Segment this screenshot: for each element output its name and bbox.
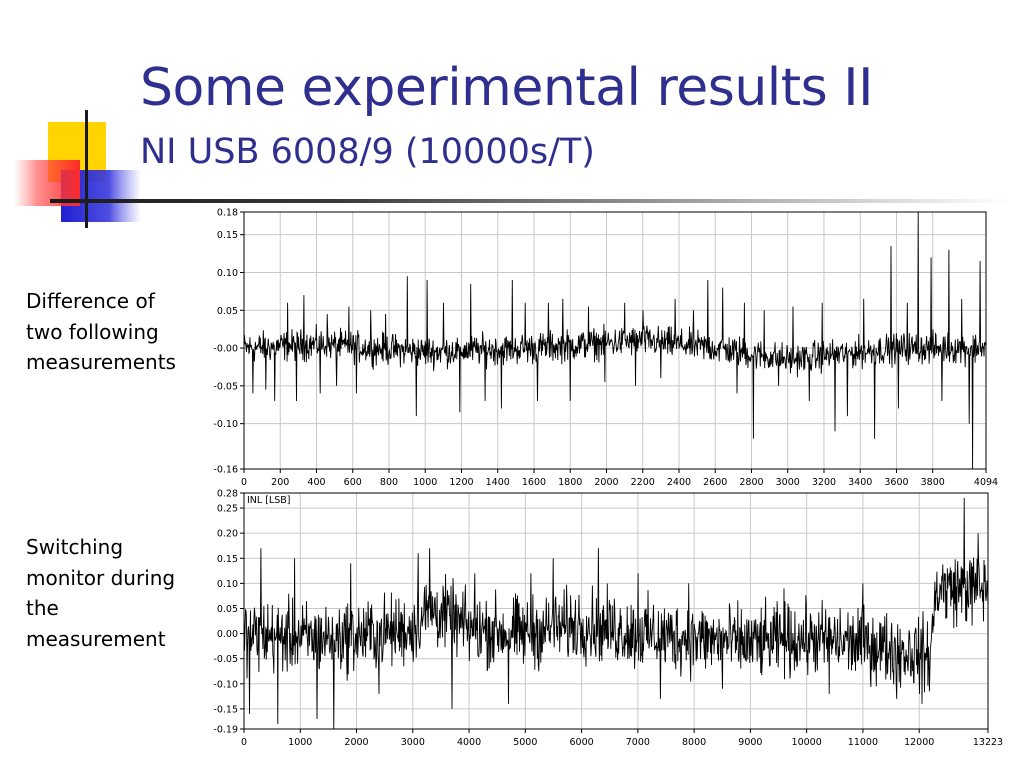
x-tick-label: 2000 (344, 737, 368, 748)
caption-line: two following (26, 319, 159, 344)
y-tick-label: 0.05 (217, 604, 238, 615)
slide-corner-decoration (14, 110, 141, 228)
caption-line: the (26, 596, 59, 620)
x-tick-label: 6000 (569, 737, 593, 748)
y-tick-label: 0.15 (217, 554, 238, 565)
title-underline (50, 199, 1010, 203)
x-tick-label: 3200 (812, 477, 836, 488)
data-trace (243, 497, 989, 730)
chart-annotation: INL [LSB] (247, 495, 290, 506)
y-tick-label: 0.10 (217, 268, 238, 279)
x-tick-label: 8000 (682, 737, 706, 748)
y-tick-label: -0.05 (213, 654, 238, 665)
y-tick-label: -0.00 (213, 344, 238, 355)
caption-line: Switching (26, 535, 124, 559)
deco-vertical-line (85, 110, 88, 228)
y-tick-label: -0.15 (213, 704, 238, 715)
x-tick-label: 2400 (667, 477, 691, 488)
x-tick-label: 3800 (921, 477, 945, 488)
plot-area (244, 493, 988, 729)
y-tick-label: -0.19 (213, 725, 238, 736)
y-tick-label: -0.10 (213, 419, 238, 430)
x-tick-label: 600 (344, 477, 362, 488)
x-tick-label: 3400 (848, 477, 872, 488)
x-tick-label: 12000 (904, 737, 934, 748)
y-tick-label: 0.28 (217, 489, 238, 500)
x-tick-label: 0 (241, 477, 247, 488)
y-tick-label: -0.05 (213, 381, 238, 392)
x-tick-label: 3600 (884, 477, 908, 488)
y-tick-label: 0.20 (217, 529, 238, 540)
caption-switching: Switching monitor during the measurement (26, 532, 175, 654)
plot-frame (243, 211, 987, 470)
y-tick-label: -0.10 (213, 679, 238, 690)
x-tick-label: 1800 (558, 477, 582, 488)
y-tick-label: 0.25 (217, 504, 238, 515)
x-tick-label: 3000 (401, 737, 425, 748)
y-tick-label: 0.05 (217, 306, 238, 317)
x-tick-label: 2200 (631, 477, 655, 488)
x-tick-label: 2000 (594, 477, 618, 488)
data-trace (243, 211, 987, 470)
y-tick-label: 0.00 (217, 629, 238, 640)
y-tick-label: 0.10 (217, 579, 238, 590)
x-tick-label: 1200 (449, 477, 473, 488)
x-tick-label: 200 (271, 477, 289, 488)
caption-line: Difference of (26, 289, 155, 313)
x-tick-label: 1000 (413, 477, 437, 488)
x-tick-label: 1400 (486, 477, 510, 488)
x-tick-label: 2600 (703, 477, 727, 488)
caption-difference: Difference of two following measurements (26, 286, 176, 378)
slide-title: Some experimental results II (140, 58, 873, 118)
x-tick-label: 1000 (288, 737, 312, 748)
x-tick-label: 5000 (513, 737, 537, 748)
x-tick-label: 4094 (974, 477, 998, 488)
x-tick-label: 0 (241, 737, 247, 748)
x-tick-label: 800 (380, 477, 398, 488)
slide-subtitle: NI USB 6008/9 (10000s/T) (140, 132, 595, 172)
caption-line: measurements (26, 350, 176, 374)
x-tick-label: 10000 (792, 737, 822, 748)
deco-red-square (14, 160, 80, 206)
x-tick-label: 1600 (522, 477, 546, 488)
x-tick-label: 11000 (848, 737, 878, 748)
x-tick-label: 2800 (739, 477, 763, 488)
x-tick-label: 13223 (973, 737, 1003, 748)
y-tick-label: 0.15 (217, 230, 238, 241)
x-tick-label: 3000 (776, 477, 800, 488)
caption-line: monitor during (26, 565, 176, 590)
y-tick-label: 0.18 (217, 208, 238, 219)
x-tick-label: 9000 (738, 737, 762, 748)
x-tick-label: 400 (307, 477, 325, 488)
x-tick-label: 7000 (626, 737, 650, 748)
caption-line: measurement (26, 626, 166, 651)
plot-frame (243, 492, 989, 730)
x-tick-label: 4000 (457, 737, 481, 748)
y-tick-label: -0.16 (213, 465, 238, 476)
